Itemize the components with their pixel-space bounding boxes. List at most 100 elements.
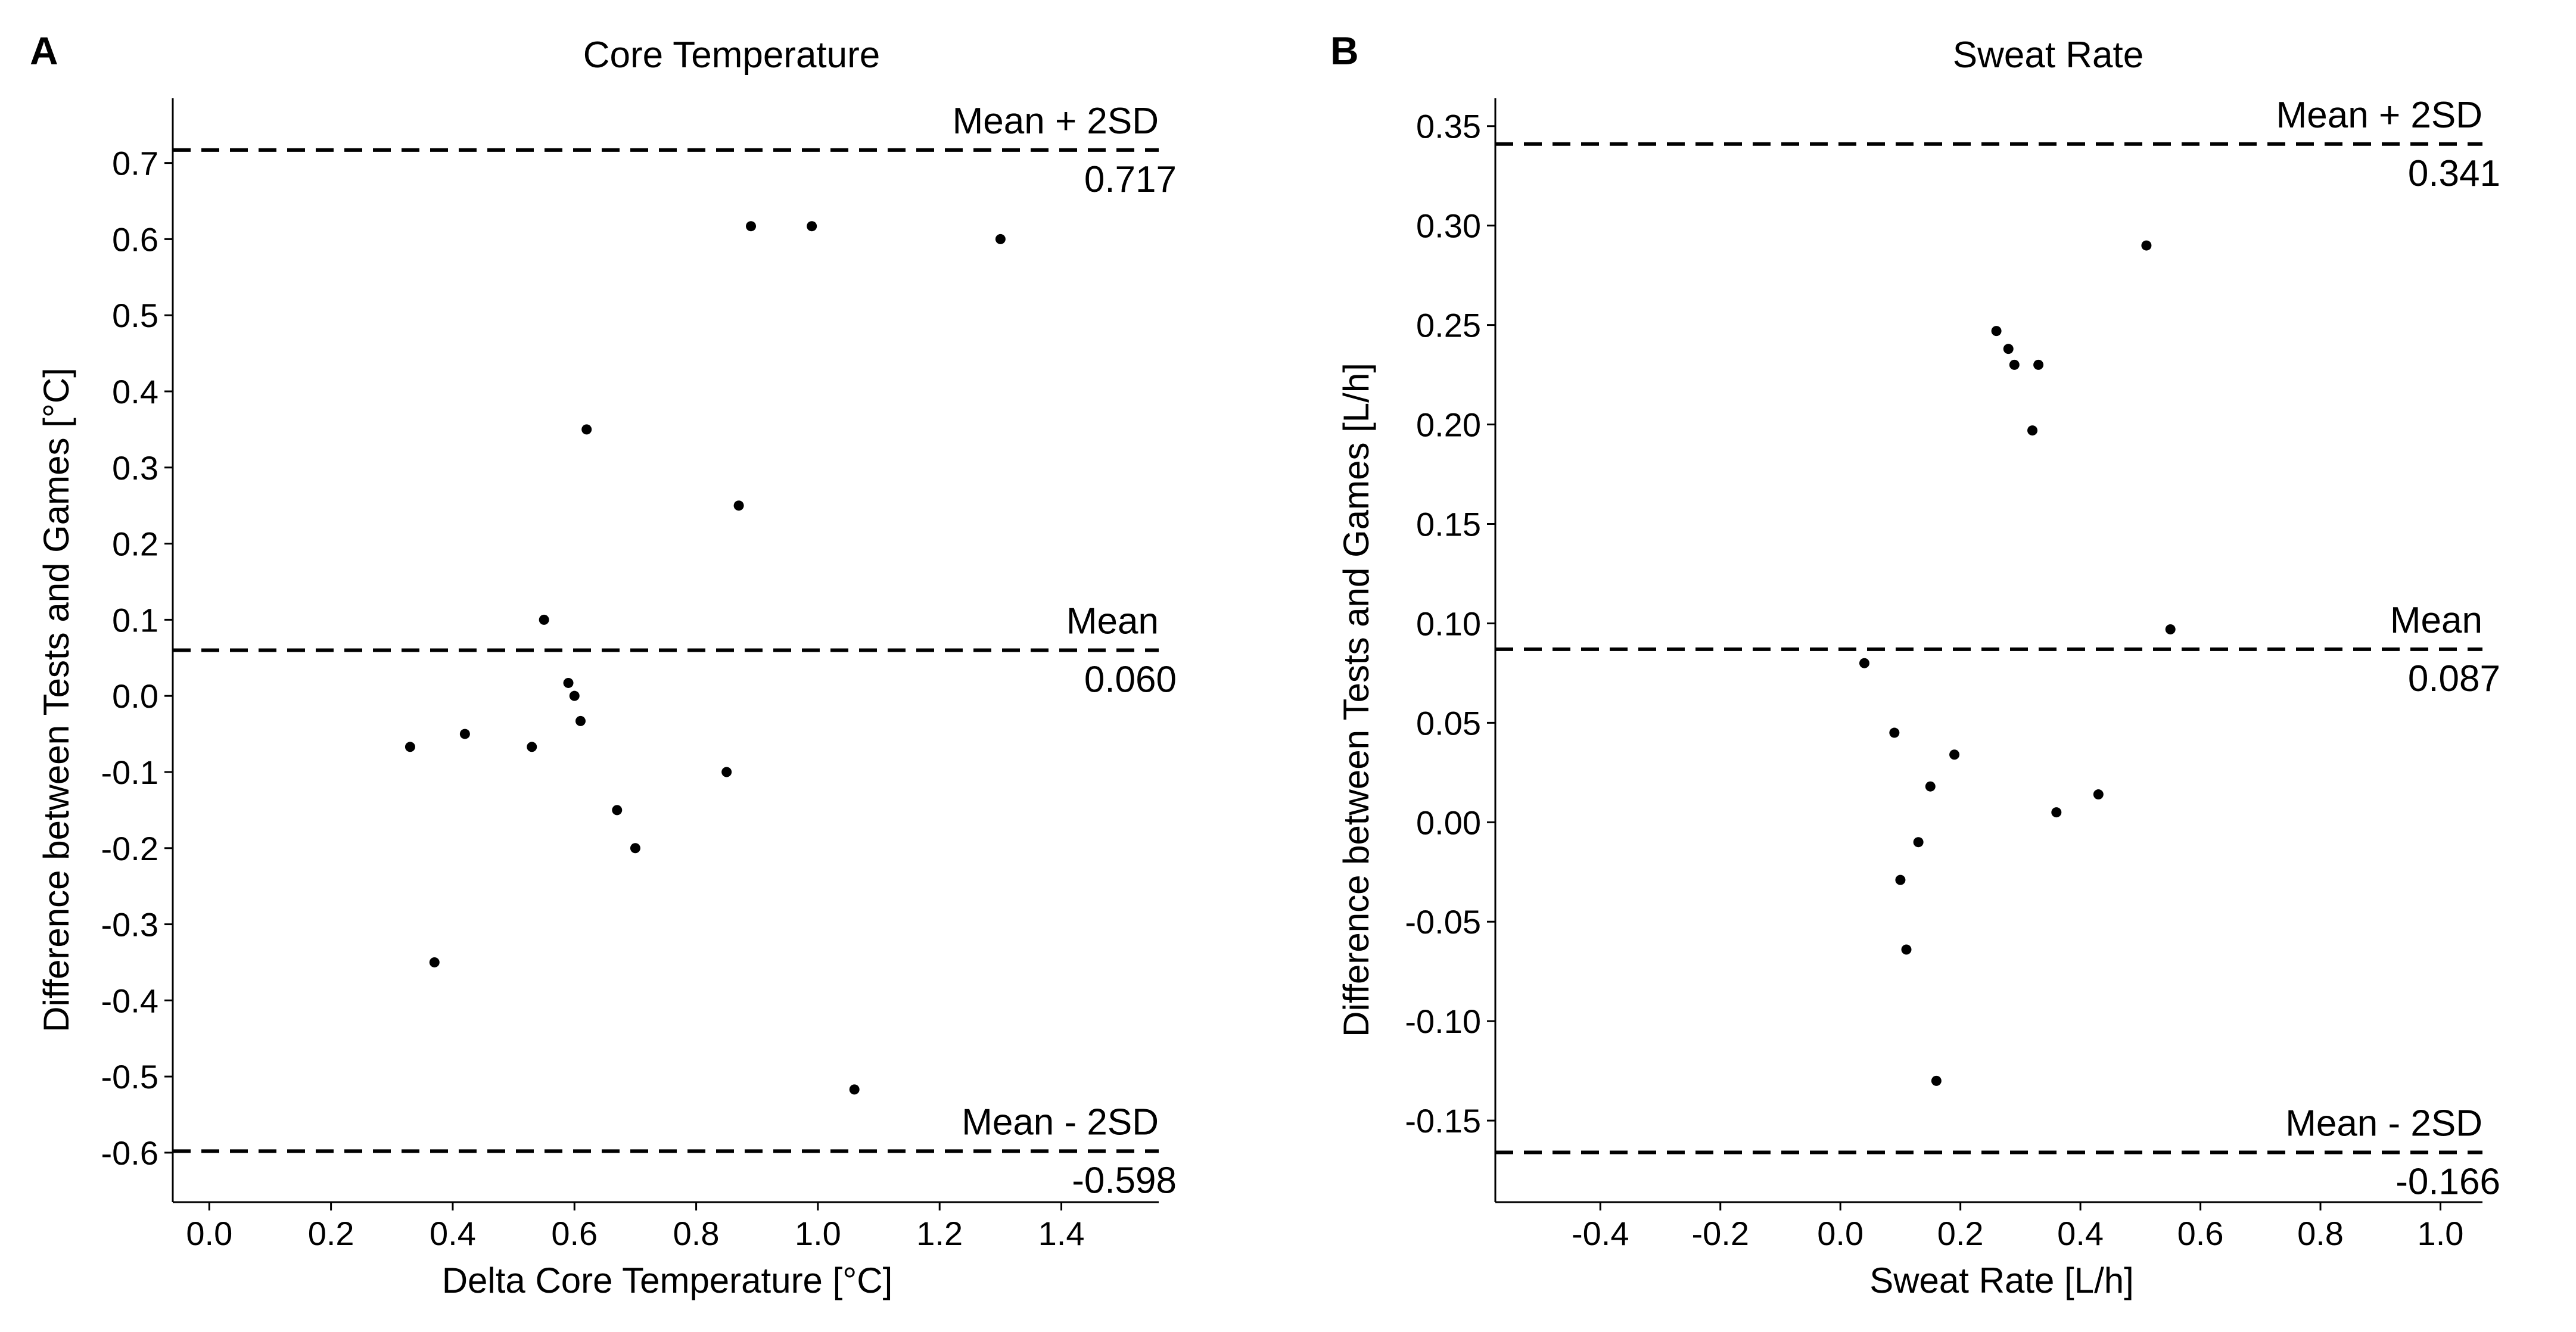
panel-a-x-tick-label: 1.2 [916, 1215, 963, 1252]
panel-a-data-point [539, 614, 549, 625]
panel-a-data-point [849, 1084, 860, 1095]
panel-b-data-point [2033, 359, 2044, 370]
panel-b-y-tick-label: 0.30 [1416, 207, 1481, 245]
panel-a-y-tick-label: 0.2 [112, 525, 158, 563]
panel-a-letter: A [30, 29, 58, 73]
panel-a-ref-value-mean: 0.060 [1084, 659, 1177, 701]
panel-a: A Core Temperature Delta Core Temperatur… [30, 29, 1177, 1300]
panel-b-y-tick-label: 0.00 [1416, 804, 1481, 841]
panel-a-data-point [807, 221, 817, 232]
panel-a-data-point [721, 767, 732, 777]
panel-a-data-point [746, 221, 757, 232]
panel-a-data-point [429, 957, 440, 967]
panel-b-data-point [2141, 240, 2152, 251]
panel-a-y-tick-label: 0.1 [112, 601, 158, 639]
panel-a-data-point [995, 234, 1006, 244]
panel-a-data-point [459, 729, 470, 739]
panel-a-y-tick-label: -0.2 [101, 830, 159, 867]
panel-a-ref-value-mean-2sd: 0.717 [1084, 159, 1177, 200]
panel-b-x-tick-label: -0.2 [1691, 1215, 1749, 1252]
panel-a-y-tick-label: 0.6 [112, 220, 158, 258]
panel-a-ref-label-mean-2sd: Mean - 2SD [962, 1101, 1159, 1143]
panel-a-data-point [569, 690, 580, 701]
panel-a-ref-label-mean-2sd: Mean + 2SD [953, 101, 1159, 142]
panel-b-data-point [1913, 837, 1924, 848]
panel-b-ref-label-mean: Mean [2390, 600, 2482, 641]
panel-b-data-point [1895, 874, 1906, 885]
panel-b-y-tick-label: 0.15 [1416, 505, 1481, 543]
panel-b-x-tick-label: 0.6 [2177, 1215, 2224, 1252]
panel-b-data-point [2051, 807, 2062, 818]
panel-a-y-tick-label: 0.4 [112, 373, 158, 410]
panel-a-data-point [733, 500, 744, 511]
panel-a-data-point [630, 843, 640, 854]
panel-b-data-point [1949, 749, 1960, 760]
panel-a-x-tick-label: 0.0 [186, 1215, 232, 1252]
panel-b-y-tick-label: 0.20 [1416, 406, 1481, 444]
panel-b-y-axis-title: Difference between Tests and Games [L/h] [1336, 363, 1376, 1037]
panel-a-data-point [405, 742, 415, 752]
panel-b-x-tick-label: 0.8 [2297, 1215, 2344, 1252]
panel-b-ref-value-mean: 0.087 [2408, 658, 2500, 699]
panel-a-x-tick-label: 0.6 [551, 1215, 598, 1252]
panel-a-data-point [612, 805, 623, 816]
panel-b-data-point [1925, 781, 1936, 792]
panel-a-y-tick-label: -0.6 [101, 1134, 159, 1172]
panel-b-data-point [1859, 658, 1869, 668]
panel-b: B Sweat Rate Sweat Rate [L/h] Difference… [1330, 29, 2500, 1300]
panel-b-ref-label-mean-2sd: Mean + 2SD [2276, 95, 2482, 136]
panel-a-y-tick-label: -0.4 [101, 982, 159, 1019]
panel-a-x-tick-label: 0.4 [430, 1215, 476, 1252]
panel-b-plot-area: -0.15 -0.10 -0.05 0.00 0.05 0.10 0.15 0.20 0.25 0… [1405, 95, 2500, 1252]
panel-b-x-tick-label: 0.4 [2057, 1215, 2104, 1252]
panel-b-data-point [2009, 359, 2020, 370]
panel-b-y-tick-label: -0.05 [1405, 903, 1481, 941]
panel-b-data-point [2165, 624, 2176, 634]
panel-b-y-tick-label: 0.25 [1416, 307, 1481, 344]
panel-b-letter: B [1330, 29, 1359, 73]
panel-a-y-tick-label: -0.1 [101, 754, 159, 791]
panel-b-ref-value-mean-2sd: 0.341 [2408, 153, 2500, 194]
panel-b-data-point [2027, 425, 2038, 436]
panel-b-data-point [1931, 1075, 1942, 1086]
panel-b-x-tick-label: 0.0 [1817, 1215, 1863, 1252]
panel-a-x-tick-label: 1.0 [795, 1215, 841, 1252]
panel-b-title: Sweat Rate [1953, 35, 2144, 76]
panel-a-plot-area: -0.6 -0.5 -0.4 -0.3 -0.2 -0.1 0.0 0.1 0.2 0.3 0.4 0… [101, 98, 1177, 1252]
panel-a-x-tick-label: 0.8 [673, 1215, 720, 1252]
panel-b-data-point [1991, 326, 2002, 337]
panel-b-y-tick-label: -0.10 [1405, 1003, 1481, 1040]
panel-a-y-tick-label: 0.3 [112, 449, 158, 487]
panel-a-data-point [581, 424, 592, 435]
panel-b-data-point [1901, 944, 1912, 955]
panel-a-data-point [527, 742, 537, 752]
panel-b-y-tick-label: 0.35 [1416, 108, 1481, 145]
panel-b-data-point [2003, 344, 2014, 354]
panel-a-y-axis-title: Difference between Tests and Games [°C] [36, 368, 76, 1032]
panel-a-data-point [575, 715, 586, 726]
panel-b-x-tick-label: 0.2 [1937, 1215, 1984, 1252]
panel-b-x-tick-label: -0.4 [1572, 1215, 1629, 1252]
panel-b-y-tick-label: -0.15 [1405, 1102, 1481, 1140]
panel-a-x-tick-label: 0.2 [308, 1215, 354, 1252]
panel-b-ref-label-mean-2sd: Mean - 2SD [2285, 1103, 2482, 1144]
panel-a-title: Core Temperature [583, 35, 881, 76]
panel-b-data-point [1889, 727, 1900, 738]
panel-a-x-tick-label: 1.4 [1038, 1215, 1085, 1252]
panel-a-y-tick-label: 0.7 [112, 145, 158, 182]
panel-b-y-tick-label: 0.10 [1416, 605, 1481, 642]
panel-a-ref-value-mean-2sd: -0.598 [1072, 1160, 1177, 1201]
panel-a-y-tick-label: 0.5 [112, 297, 158, 334]
panel-a-y-tick-label: -0.3 [101, 906, 159, 944]
panel-b-data-point [2093, 789, 2104, 800]
panel-a-data-point [563, 677, 574, 688]
panel-a-ref-label-mean: Mean [1066, 601, 1159, 642]
panel-a-y-tick-label: -0.5 [101, 1058, 159, 1096]
panel-b-x-tick-label: 1.0 [2418, 1215, 2464, 1252]
panel-b-y-tick-label: 0.05 [1416, 704, 1481, 742]
panel-b-ref-value-mean-2sd: -0.166 [2395, 1162, 2500, 1203]
panel-b-x-axis-title: Sweat Rate [L/h] [1869, 1261, 2134, 1300]
panel-a-x-axis-title: Delta Core Temperature [°C] [442, 1261, 893, 1300]
panel-a-y-tick-label: 0.0 [112, 677, 158, 715]
